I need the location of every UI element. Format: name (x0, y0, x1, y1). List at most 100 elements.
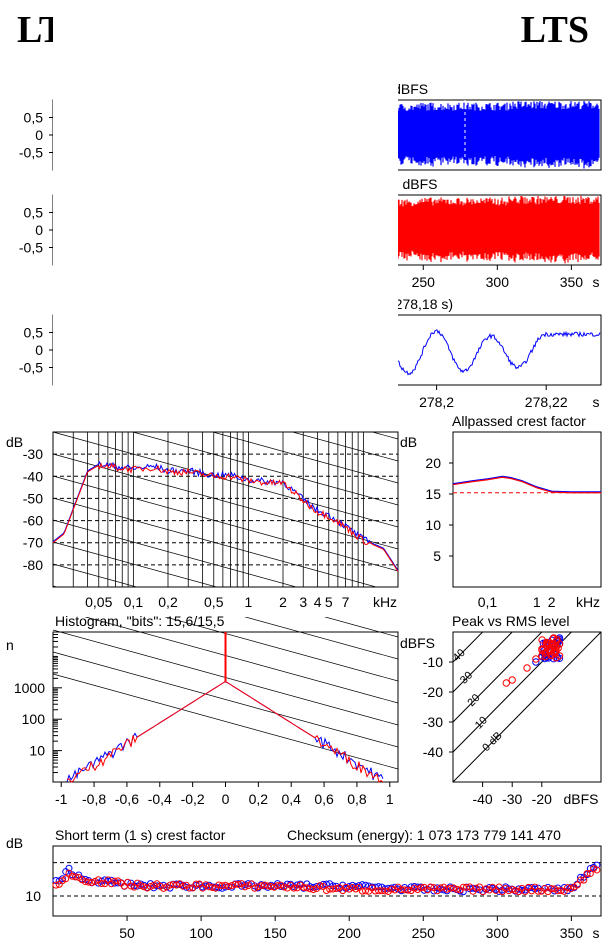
short-crest-right-point (179, 882, 187, 890)
histogram-title: Histogram, "bits": 15,6/15,5 (55, 613, 225, 629)
short-crest-right-point (280, 883, 288, 891)
short-crest-left-point (495, 888, 503, 896)
short-crest-right-point (173, 881, 181, 889)
spectrum-xtick-label: 3 (299, 594, 307, 610)
short-crest-left-point (319, 880, 327, 888)
peak-rms-right-point (552, 643, 561, 651)
peak-rms-xlabel: dBFS (563, 791, 598, 807)
loudest-part-xunit: s (593, 394, 600, 410)
short-crest-right-point (159, 884, 167, 892)
peak-rms-frame-edge (452, 631, 602, 783)
peak-rms-diagonal (452, 631, 513, 693)
short-crest-left-point (114, 879, 122, 887)
short-crest-ylabel: dB (6, 835, 23, 851)
short-crest-right-point (143, 884, 151, 892)
short-crest-right-point (247, 880, 255, 888)
spectrum-mask-top (53, 0, 398, 432)
short-crest-right-point (218, 882, 226, 890)
short-crest-left-point (518, 886, 526, 894)
short-crest-right-point (564, 884, 572, 892)
short-crest-right-point (111, 877, 119, 885)
short-crest-right-point (401, 886, 409, 894)
crest-xtick-label: 1 (533, 594, 541, 610)
short-crest-left-point (182, 883, 190, 891)
peak-rms-ylabel: dBFS (400, 635, 435, 651)
short-crest-right-point (554, 887, 562, 895)
short-crest-right-point (241, 883, 249, 891)
histogram-xtick-label: 0 (222, 791, 230, 807)
peak-rms-right-point (539, 644, 547, 653)
peak-rms-right-point (538, 652, 546, 660)
peak-rms-right-point (508, 676, 516, 684)
crest-xunit: kHz (576, 594, 600, 610)
crest-xtick-label: 2 (548, 594, 556, 610)
peak-rms-left-point (532, 658, 540, 666)
short-crest-right-point (505, 887, 513, 895)
short-crest-right-point (231, 880, 239, 888)
short-crest-right-point (410, 884, 418, 892)
short-crest-left-point (414, 883, 422, 891)
histogram-ytick-label: 1000 (14, 680, 45, 696)
right-waveform-ytick-label: 0 (35, 222, 43, 238)
short-crest-right-point (91, 877, 99, 885)
short-crest-right-point (449, 884, 457, 892)
peak-rms-xtick-label: -30 (502, 791, 522, 807)
short-crest-right-point (417, 884, 425, 892)
short-crest-xtick-label: 150 (263, 925, 287, 941)
spectrum-xtick-label: 0,05 (85, 594, 112, 610)
short-crest-right-point (463, 883, 471, 891)
short-crest-right-point (264, 882, 272, 890)
spectrum-xunit: kHz (373, 594, 397, 610)
short-crest-right-point (88, 878, 96, 886)
spectrum-ylabel: dB (6, 434, 23, 450)
short-crest-right-point (436, 884, 444, 892)
histogram-xtick-label: -0,4 (148, 791, 172, 807)
histogram-xtick-label: -0,8 (82, 791, 106, 807)
right-waveform-ytick-label: 0,5 (24, 205, 44, 221)
spectrum-xtick-label: 0,1 (124, 594, 144, 610)
peak-rms-left-point (552, 651, 560, 659)
short-crest-right-point (586, 870, 594, 878)
short-crest-right-point (580, 876, 588, 884)
spectrum-ytick-label: -80 (23, 557, 43, 573)
spectrum-slope-line (52, 497, 399, 594)
short-crest-right-point (260, 881, 268, 889)
histogram-ylabel: n (6, 637, 14, 653)
peak-rms-right-point (549, 635, 557, 643)
peak-rms-ytick-label: -40 (423, 744, 443, 760)
short-crest-right-point (257, 882, 265, 890)
crest-xtick-label: 0,1 (478, 594, 498, 610)
peak-rms-xtick-label: -40 (472, 791, 492, 807)
short-crest-right-point (326, 885, 334, 893)
short-crest-right-point (459, 883, 467, 891)
spectrum-xtick-label: 2 (279, 594, 287, 610)
short-crest-right-point (85, 878, 93, 886)
short-crest-right-point (583, 870, 591, 878)
short-crest-right-point (192, 880, 200, 888)
short-crest-right-point (208, 884, 216, 892)
peak-rms-diagonal (452, 631, 483, 663)
short-crest-right-point (270, 883, 278, 891)
short-crest-right-point (547, 885, 555, 893)
crest-ytick-label: 20 (425, 455, 441, 471)
short-crest-right-point (225, 882, 233, 890)
short-crest-right-point (427, 883, 435, 891)
spectrum-xtick-label: 1 (244, 594, 252, 610)
crest-frame (452, 431, 602, 588)
right-waveform-xtick-label: 300 (486, 274, 510, 290)
histogram-ytick-label: 10 (29, 743, 45, 759)
short-crest-right-point (534, 887, 542, 895)
spectrum-slope-line (52, 651, 399, 748)
peak-rms-right-point (554, 644, 562, 652)
short-crest-right-point (443, 885, 451, 893)
peak-rms-right-point (541, 652, 550, 661)
short-crest-right-point (290, 884, 298, 892)
short-crest-right-point (573, 881, 581, 889)
short-crest-right-point (476, 883, 484, 891)
left-waveform-ytick-label: 0 (35, 127, 43, 143)
short-crest-right-point (557, 886, 565, 894)
short-crest-right-point (234, 880, 242, 888)
short-crest-xtick-label: 100 (189, 925, 213, 941)
short-crest-right-point (446, 884, 454, 892)
short-crest-right-point (362, 887, 370, 895)
